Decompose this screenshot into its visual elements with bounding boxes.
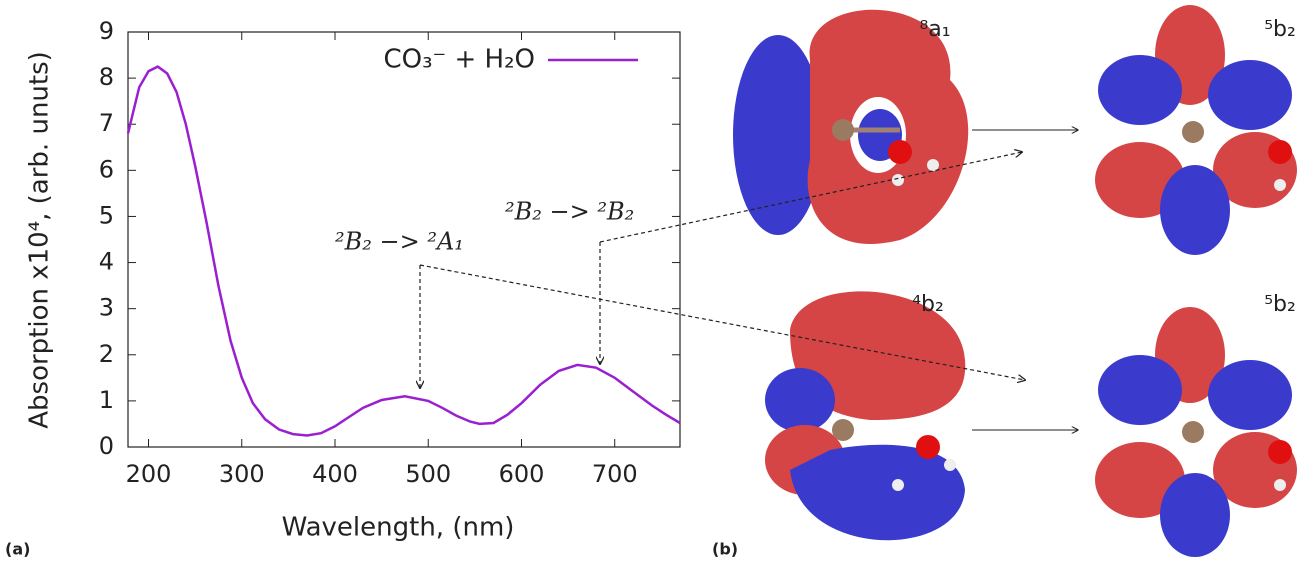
x-tick-label: 200 xyxy=(126,460,172,488)
annotation: ²B₂ −> ²B₂ xyxy=(505,198,634,226)
y-tick-label: 1 xyxy=(99,386,114,414)
orbital-label: ⁵b₂ xyxy=(1264,292,1296,317)
y-tick-label: 8 xyxy=(99,63,114,91)
y-tick-label: 5 xyxy=(99,201,114,229)
annotation: ²B₂ −> ²A₁ xyxy=(335,228,464,256)
orbital-8a1 xyxy=(733,10,968,244)
y-tick-label: 7 xyxy=(99,109,114,137)
panel-label: (a) xyxy=(5,540,30,559)
orbital-4b2 xyxy=(765,291,965,540)
y-tick-label: 6 xyxy=(99,155,114,183)
figure: ⁸a₁ ⁵b₂ ⁴b₂ ⁵b₂ Wavelength, (nm) Absorpt… xyxy=(0,0,1303,567)
panel-label: (b) xyxy=(712,540,738,559)
x-tick-label: 300 xyxy=(219,460,265,488)
y-tick-label: 0 xyxy=(99,432,114,460)
x-tick-label: 500 xyxy=(405,460,451,488)
y-tick-label: 9 xyxy=(99,17,114,45)
orbital-label: ⁴b₂ xyxy=(912,292,944,317)
orbital-label: ⁸a₁ xyxy=(919,17,950,42)
legend-label: CO₃⁻ + H₂O xyxy=(383,45,535,75)
y-tick-label: 4 xyxy=(99,248,114,276)
y-tick-label: 3 xyxy=(99,294,114,322)
x-tick-label: 600 xyxy=(499,460,545,488)
y-tick-label: 2 xyxy=(99,340,114,368)
x-tick-label: 700 xyxy=(592,460,638,488)
x-tick-label: 400 xyxy=(312,460,358,488)
y-axis-label: Absorption x10⁴, (arb. unuts) xyxy=(25,51,55,429)
orbital-label: ⁵b₂ xyxy=(1264,17,1296,42)
orbital-5b2-bottom xyxy=(1095,307,1297,557)
x-axis-label: Wavelength, (nm) xyxy=(282,513,515,543)
orbital-5b2-top xyxy=(1095,5,1297,255)
